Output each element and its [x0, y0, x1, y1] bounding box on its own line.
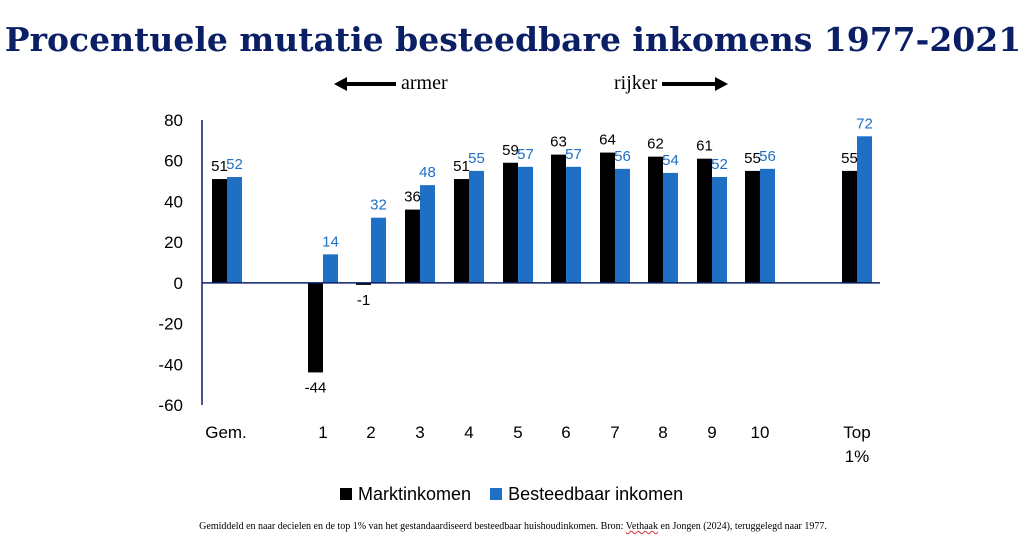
- bar-marktinkomen-2: [356, 282, 371, 285]
- label-marktinkomen-6: 63: [550, 134, 567, 151]
- rijker-label: rijker: [614, 72, 658, 94]
- label-besteedbaar-0: 52: [226, 156, 243, 173]
- label-besteedbaar-4: 55: [468, 150, 485, 167]
- bar-marktinkomen-8: [648, 156, 663, 283]
- x-tick-label: 6: [561, 423, 570, 442]
- bar-marktinkomen-10: [745, 170, 760, 283]
- y-tick-label: 80: [164, 111, 183, 130]
- label-marktinkomen-5: 59: [502, 142, 519, 159]
- y-tick-label: -20: [158, 315, 183, 334]
- label-besteedbaar-10: 56: [759, 148, 776, 165]
- bars: [212, 136, 872, 373]
- bar-marktinkomen-5: [503, 162, 518, 283]
- y-tick-label: 40: [164, 192, 183, 211]
- bar-marktinkomen-4: [454, 179, 469, 283]
- y-axis-tick-labels: 80 60 40 20 0 -20 -40 -60: [158, 111, 183, 415]
- bar-marktinkomen-11: [842, 170, 857, 283]
- legend-item-besteedbaar: Besteedbaar inkomen: [490, 484, 683, 505]
- x-tick-label: 1: [318, 423, 327, 442]
- bar-besteedbaar-5: [518, 166, 533, 283]
- x-tick-label: 7: [610, 423, 619, 442]
- label-besteedbaar-11: 72: [856, 115, 873, 132]
- footnote-text-start: Gemiddeld en naar decielen en de top 1% …: [199, 521, 626, 532]
- footnote: Gemiddeld en naar decielen en de top 1% …: [0, 521, 1026, 532]
- label-besteedbaar-2: 32: [370, 197, 387, 214]
- legend-swatch-besteedbaar: [490, 488, 503, 500]
- y-tick-label: 20: [164, 233, 183, 252]
- bar-besteedbaar-7: [615, 168, 630, 283]
- bar-besteedbaar-11: [857, 136, 872, 283]
- label-besteedbaar-7: 56: [614, 148, 631, 165]
- bar-marktinkomen-0: [212, 179, 227, 283]
- bar-besteedbaar-9: [712, 177, 727, 283]
- label-marktinkomen-11: 55: [841, 150, 858, 167]
- bar-besteedbaar-4: [469, 170, 484, 283]
- bar-marktinkomen-1: [308, 282, 323, 373]
- legend-label-besteedbaar: Besteedbaar inkomen: [508, 484, 684, 504]
- value-labels: 51 -44 -1 36 51 59 63 64 62 61 55 55 52 14 32 48 55 57 57 5…: [211, 115, 873, 396]
- chart-title: Procentuele mutatie besteedbare inkomens…: [4, 20, 1022, 59]
- bar-marktinkomen-7: [600, 152, 615, 283]
- bar-besteedbaar-0: [227, 177, 242, 283]
- bar-besteedbaar-2: [371, 217, 386, 283]
- x-tick-label: Top: [843, 423, 870, 442]
- bar-besteedbaar-3: [420, 185, 435, 283]
- x-tick-label: 3: [415, 423, 424, 442]
- legend-swatch-marktinkomen: [340, 488, 352, 500]
- x-tick-label: 10: [751, 423, 770, 442]
- bar-marktinkomen-9: [697, 158, 712, 283]
- x-tick-label: 9: [707, 423, 716, 442]
- x-tick-label: 1%: [845, 447, 870, 466]
- y-tick-label: -40: [158, 355, 183, 374]
- label-marktinkomen-4: 51: [453, 158, 470, 175]
- armer-indicator: armer: [334, 72, 448, 95]
- x-tick-label: 5: [513, 423, 522, 442]
- arrow-left-icon: [334, 77, 396, 92]
- bar-besteedbaar-10: [760, 168, 775, 283]
- label-marktinkomen-1: -44: [305, 379, 327, 396]
- arrow-right-icon: [662, 77, 729, 92]
- label-besteedbaar-3: 48: [419, 164, 436, 181]
- legend-item-marktinkomen: Marktinkomen: [340, 484, 471, 505]
- x-tick-label: Gem.: [205, 423, 247, 442]
- bar-marktinkomen-3: [405, 209, 420, 283]
- label-marktinkomen-7: 64: [599, 132, 616, 149]
- label-marktinkomen-10: 55: [744, 150, 761, 167]
- armer-label: armer: [401, 72, 448, 94]
- y-tick-label: -60: [158, 396, 183, 415]
- label-besteedbaar-9: 52: [711, 156, 728, 173]
- label-marktinkomen-8: 62: [647, 136, 664, 153]
- footnote-text-end: en Jongen (2024), teruggelegd naar 1977.: [658, 521, 827, 532]
- legend-label-marktinkomen: Marktinkomen: [358, 484, 472, 504]
- x-tick-label: 8: [658, 423, 667, 442]
- label-besteedbaar-6: 57: [565, 146, 582, 163]
- rijker-indicator: rijker: [614, 72, 729, 95]
- label-marktinkomen-9: 61: [696, 138, 713, 155]
- bar-besteedbaar-1: [323, 254, 338, 283]
- label-marktinkomen-2: -1: [357, 292, 370, 309]
- bar-besteedbaar-6: [566, 166, 581, 283]
- label-marktinkomen-0: 51: [211, 158, 228, 175]
- x-tick-label: 2: [366, 423, 375, 442]
- label-besteedbaar-1: 14: [322, 233, 339, 250]
- bar-marktinkomen-6: [551, 154, 566, 283]
- x-tick-label: 4: [464, 423, 473, 442]
- legend: Marktinkomen Besteedbaar inkomen: [340, 484, 697, 505]
- y-tick-label: 0: [174, 274, 183, 293]
- bar-besteedbaar-8: [663, 172, 678, 283]
- label-besteedbaar-8: 54: [662, 152, 679, 169]
- x-axis-tick-labels: Gem. 1 2 3 4 5 6 7 8 9 10 Top 1%: [205, 423, 870, 466]
- label-besteedbaar-5: 57: [517, 146, 534, 163]
- footnote-author: Vethaak: [625, 521, 658, 532]
- y-tick-label: 60: [164, 152, 183, 171]
- label-marktinkomen-3: 36: [404, 189, 421, 206]
